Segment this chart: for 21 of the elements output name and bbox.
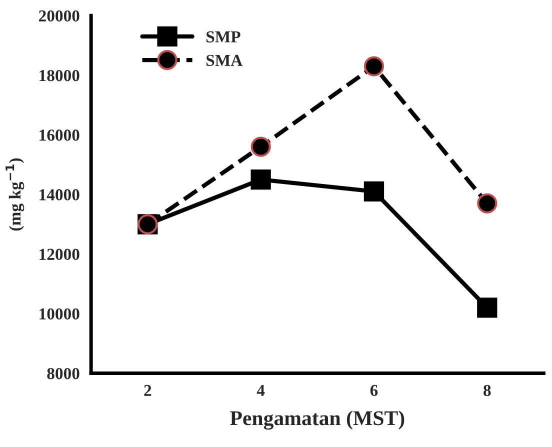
point bbox=[250, 169, 271, 190]
legend-label: SMA bbox=[206, 54, 243, 66]
y-tick-label: 12000 bbox=[40, 248, 80, 260]
legend-label: SMP bbox=[206, 31, 240, 42]
y-tick-label: 20000 bbox=[39, 10, 80, 22]
point bbox=[477, 193, 498, 214]
x-axis-title: Pengamatan (MST) bbox=[230, 410, 404, 430]
y-tick-label: 10000 bbox=[40, 308, 80, 320]
y-tick-label: 8000 bbox=[47, 368, 80, 380]
point bbox=[364, 56, 384, 76]
y-axis-title: (mg kg$^{−1}$) bbox=[6, 158, 24, 231]
y-tick-label: 16000 bbox=[40, 130, 80, 141]
x-tick-label: 2 bbox=[144, 384, 152, 396]
point bbox=[364, 181, 384, 202]
y-tick-label: 18000 bbox=[40, 70, 80, 82]
point bbox=[477, 298, 498, 318]
x-tick-label: 6 bbox=[370, 384, 378, 396]
point bbox=[250, 136, 271, 157]
x-tick-label: 8 bbox=[484, 384, 491, 396]
y-tick-label: 14000 bbox=[40, 189, 80, 200]
x-tick-label: 4 bbox=[256, 384, 265, 396]
